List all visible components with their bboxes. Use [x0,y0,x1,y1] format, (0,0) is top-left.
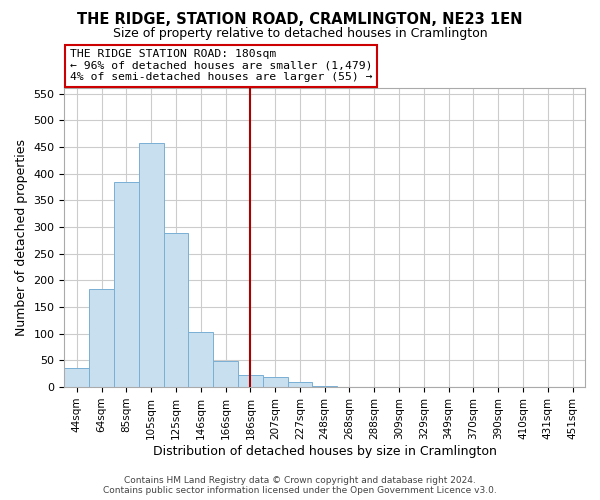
Bar [139,144,164,387]
Bar [213,361,238,387]
Text: Size of property relative to detached houses in Cramlington: Size of property relative to detached ho… [113,28,487,40]
Bar [238,375,263,387]
Bar [89,290,114,387]
Bar [337,386,362,387]
Bar [114,182,139,387]
Bar [164,234,188,387]
Bar [287,382,313,387]
Text: THE RIDGE STATION ROAD: 180sqm
← 96% of detached houses are smaller (1,479)
4% o: THE RIDGE STATION ROAD: 180sqm ← 96% of … [70,49,372,82]
Bar [64,368,89,387]
Bar [263,378,287,387]
Bar [313,386,337,387]
Y-axis label: Number of detached properties: Number of detached properties [15,139,28,336]
Text: Contains HM Land Registry data © Crown copyright and database right 2024.
Contai: Contains HM Land Registry data © Crown c… [103,476,497,495]
Text: THE RIDGE, STATION ROAD, CRAMLINGTON, NE23 1EN: THE RIDGE, STATION ROAD, CRAMLINGTON, NE… [77,12,523,28]
X-axis label: Distribution of detached houses by size in Cramlington: Distribution of detached houses by size … [153,444,497,458]
Bar [188,332,213,387]
